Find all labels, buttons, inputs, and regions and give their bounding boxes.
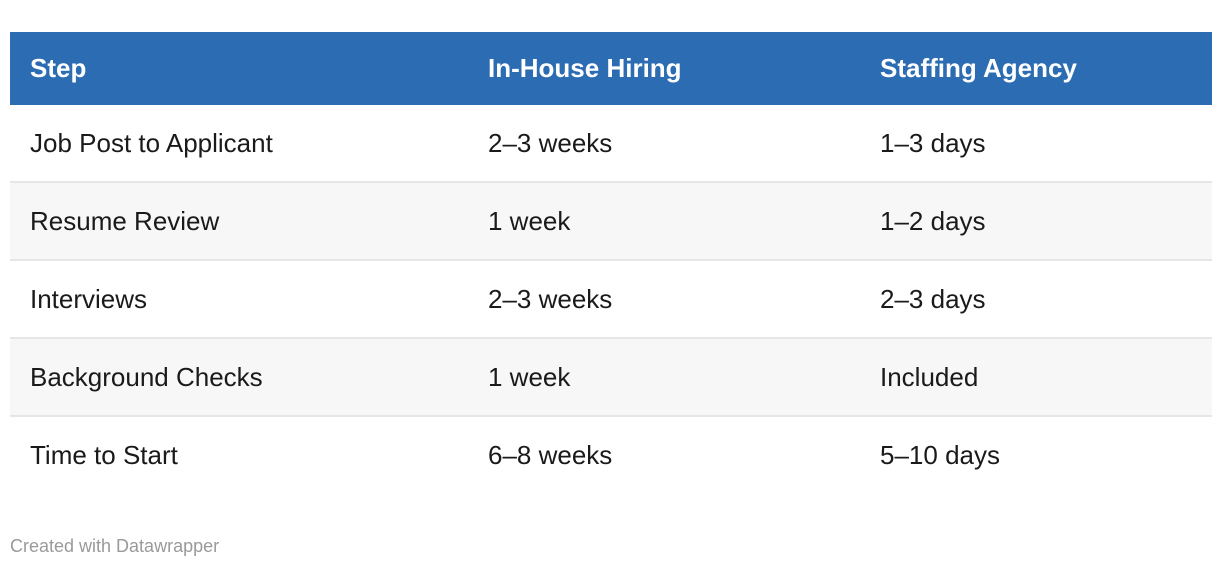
column-header-in-house-hiring: In-House Hiring [468,32,860,105]
table-row: Resume Review 1 week 1–2 days [10,182,1212,260]
table-row: Job Post to Applicant 2–3 weeks 1–3 days [10,105,1212,182]
cell-agency: 5–10 days [860,416,1212,493]
cell-agency: 1–3 days [860,105,1212,182]
table-row: Time to Start 6–8 weeks 5–10 days [10,416,1212,493]
table-header: Step In-House Hiring Staffing Agency [10,32,1212,105]
cell-in-house: 1 week [468,338,860,416]
cell-in-house: 2–3 weeks [468,105,860,182]
cell-step: Background Checks [10,338,468,416]
table-row: Interviews 2–3 weeks 2–3 days [10,260,1212,338]
column-header-step: Step [10,32,468,105]
cell-step: Resume Review [10,182,468,260]
table-row: Background Checks 1 week Included [10,338,1212,416]
table-body: Job Post to Applicant 2–3 weeks 1–3 days… [10,105,1212,493]
cell-step: Interviews [10,260,468,338]
cell-agency: 1–2 days [860,182,1212,260]
cell-in-house: 6–8 weeks [468,416,860,493]
cell-step: Time to Start [10,416,468,493]
cell-agency: 2–3 days [860,260,1212,338]
cell-step: Job Post to Applicant [10,105,468,182]
comparison-table: Step In-House Hiring Staffing Agency Job… [10,32,1212,493]
cell-in-house: 2–3 weeks [468,260,860,338]
column-header-staffing-agency: Staffing Agency [860,32,1212,105]
cell-agency: Included [860,338,1212,416]
datawrapper-credit: Created with Datawrapper [10,536,220,556]
cell-in-house: 1 week [468,182,860,260]
header-row: Step In-House Hiring Staffing Agency [10,32,1212,105]
